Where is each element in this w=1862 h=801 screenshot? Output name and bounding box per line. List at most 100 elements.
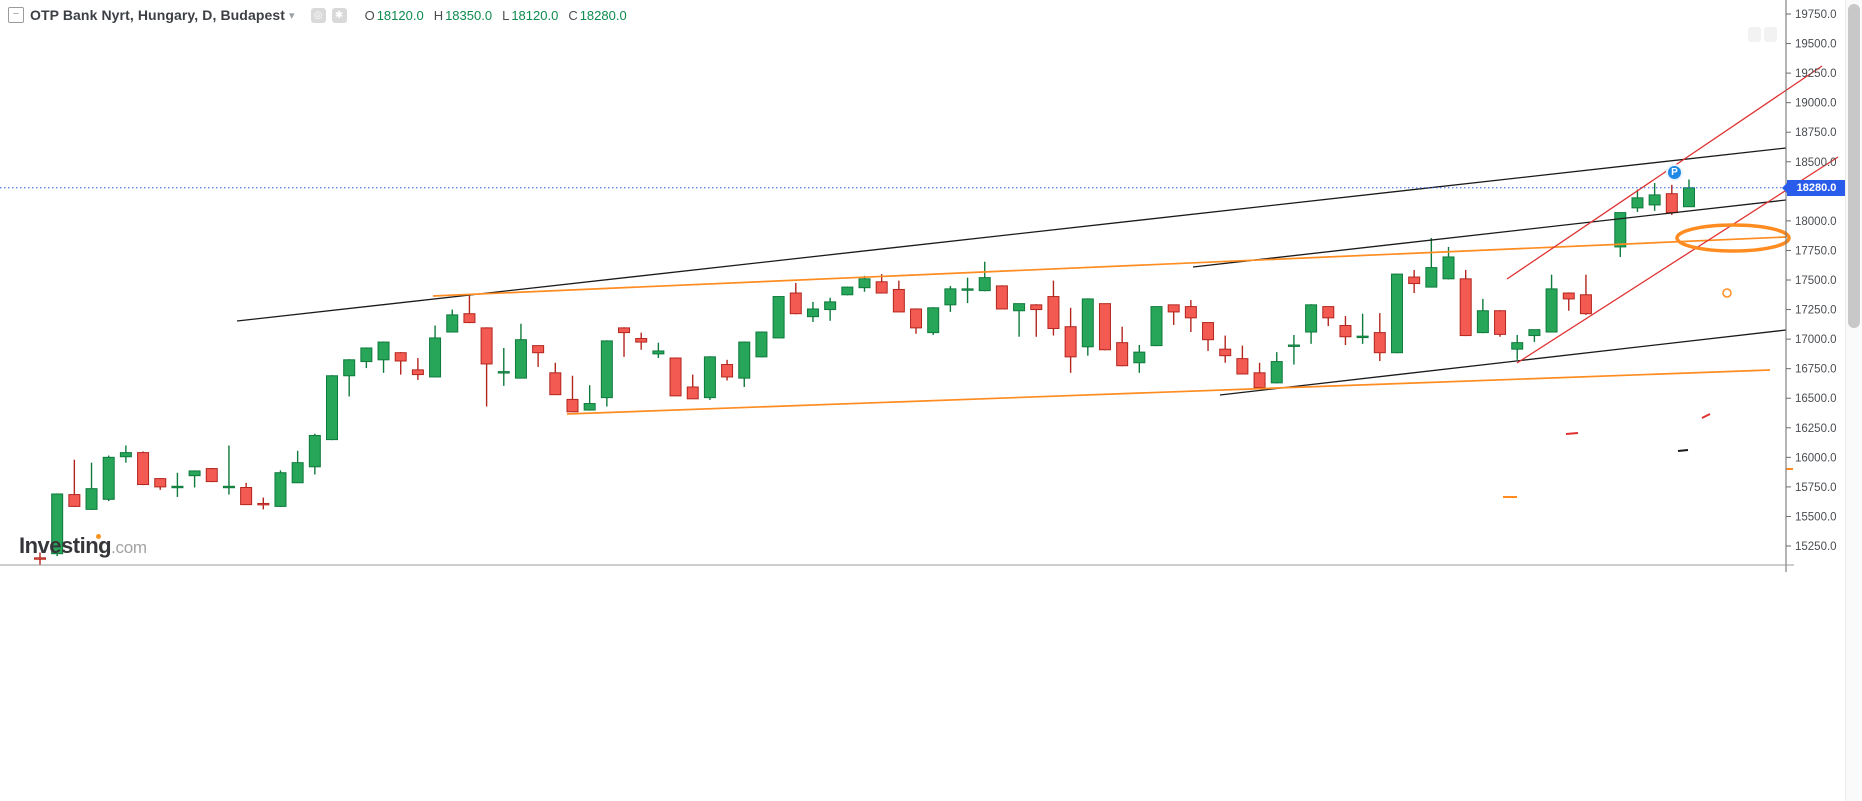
candle — [1270, 361, 1283, 384]
candle — [51, 493, 64, 555]
trendlines — [236, 65, 1839, 415]
open-value: 18120.0 — [376, 7, 424, 23]
candle — [583, 403, 596, 411]
candle — [892, 288, 905, 313]
candle — [119, 452, 132, 458]
candle — [497, 371, 510, 374]
candle — [34, 557, 46, 560]
candle — [360, 347, 373, 363]
candle — [806, 308, 819, 318]
open-label: O — [364, 7, 375, 23]
price-axis-label: 19750.0 — [1795, 9, 1837, 21]
candle — [343, 359, 356, 377]
red-rising-upper[interactable] — [1506, 65, 1823, 280]
low-label: L — [502, 7, 510, 23]
price-axis-label: 16000.0 — [1795, 452, 1837, 464]
black-channel-lower[interactable] — [1219, 329, 1787, 396]
candle — [446, 314, 459, 333]
candle — [755, 331, 768, 358]
candle — [995, 285, 1008, 310]
candle — [1390, 273, 1403, 354]
orange-channel-upper[interactable] — [432, 236, 1787, 297]
candle — [1511, 342, 1524, 350]
price-axis-label: 19250.0 — [1795, 68, 1837, 80]
candle — [1150, 306, 1163, 347]
price-axis[interactable]: 19750.0 19500.0 19250.0 19000.0 18750.0 18500… — [0, 0, 1837, 572]
candles — [34, 179, 1695, 566]
scrollbar-thumb[interactable] — [1848, 4, 1860, 328]
candle — [721, 364, 734, 378]
candle — [1476, 310, 1489, 334]
candle — [1202, 322, 1215, 341]
candle — [188, 470, 201, 477]
faint-watermark — [1748, 27, 1777, 42]
candle — [1167, 304, 1180, 313]
candle — [652, 350, 665, 355]
candle — [600, 340, 613, 399]
candle — [858, 278, 871, 289]
candle — [703, 356, 716, 399]
candle — [1098, 303, 1111, 351]
candle — [85, 488, 98, 510]
candle — [1047, 296, 1060, 329]
chart-header: − OTP Bank Nyrt, Hungary, D, Budapest ▾ … — [8, 7, 627, 23]
position-marker[interactable]: P — [1666, 164, 1683, 181]
price-axis-label: 16750.0 — [1795, 364, 1837, 376]
candle — [1305, 304, 1318, 333]
candle — [961, 288, 974, 291]
candle — [927, 307, 940, 334]
price-axis-label: 15500.0 — [1795, 511, 1837, 523]
candle — [1425, 267, 1438, 288]
candle — [68, 494, 81, 507]
candle — [875, 281, 888, 294]
candle — [1184, 306, 1197, 319]
candle — [102, 456, 115, 500]
ohlc-readout: O 18120.0 H 18350.0 L 18120.0 C 18280.0 — [365, 8, 627, 23]
price-axis-label: 17000.0 — [1795, 334, 1837, 346]
candle — [514, 339, 527, 379]
candle — [686, 386, 699, 400]
candlestick-chart[interactable]: 19750.0 19500.0 19250.0 19000.0 18750.0 18500… — [0, 0, 1862, 590]
collapse-icon[interactable]: − — [8, 7, 24, 23]
candle — [1373, 332, 1386, 354]
candle — [1494, 310, 1507, 335]
last-price-tag: 18280.0 — [1782, 180, 1846, 196]
candle — [910, 308, 923, 329]
price-axis-label: 17750.0 — [1795, 245, 1837, 257]
candle — [1013, 303, 1026, 312]
snapshot-icon[interactable]: ◎ — [310, 7, 326, 23]
candle — [566, 398, 579, 413]
price-axis-label: 16500.0 — [1795, 393, 1837, 405]
settings-icon[interactable]: ✱ — [331, 7, 347, 23]
candle — [480, 327, 493, 365]
candle — [1682, 187, 1695, 208]
candle — [154, 478, 167, 488]
chevron-down-icon[interactable]: ▾ — [289, 9, 295, 22]
stray-marks — [1503, 288, 1793, 498]
orange-channel-lower[interactable] — [566, 369, 1771, 415]
black-channel-upper[interactable] — [236, 147, 1787, 322]
black-channel-mid[interactable] — [1192, 199, 1787, 268]
candle — [618, 327, 631, 334]
candle — [394, 352, 407, 362]
candle — [326, 375, 339, 441]
orange-ellipse-annotation[interactable] — [1675, 223, 1791, 253]
price-axis-label: 17250.0 — [1795, 305, 1837, 317]
candle — [1631, 197, 1644, 209]
scrollbar-track[interactable] — [1845, 0, 1862, 801]
candle — [377, 341, 390, 361]
close-value: 18280.0 — [579, 7, 627, 23]
candle — [1545, 288, 1558, 333]
candle — [291, 462, 304, 484]
candle — [789, 292, 802, 315]
low-value: 18120.0 — [511, 7, 559, 23]
candle — [1064, 326, 1077, 358]
instrument-title[interactable]: OTP Bank Nyrt, Hungary, D, Budapest — [30, 7, 286, 23]
candle — [944, 288, 957, 306]
candle — [1116, 342, 1129, 367]
candle — [1219, 348, 1232, 357]
candle — [1408, 276, 1421, 285]
logo-orange-dot — [96, 534, 101, 539]
candle — [1665, 193, 1678, 214]
candle — [841, 286, 854, 296]
